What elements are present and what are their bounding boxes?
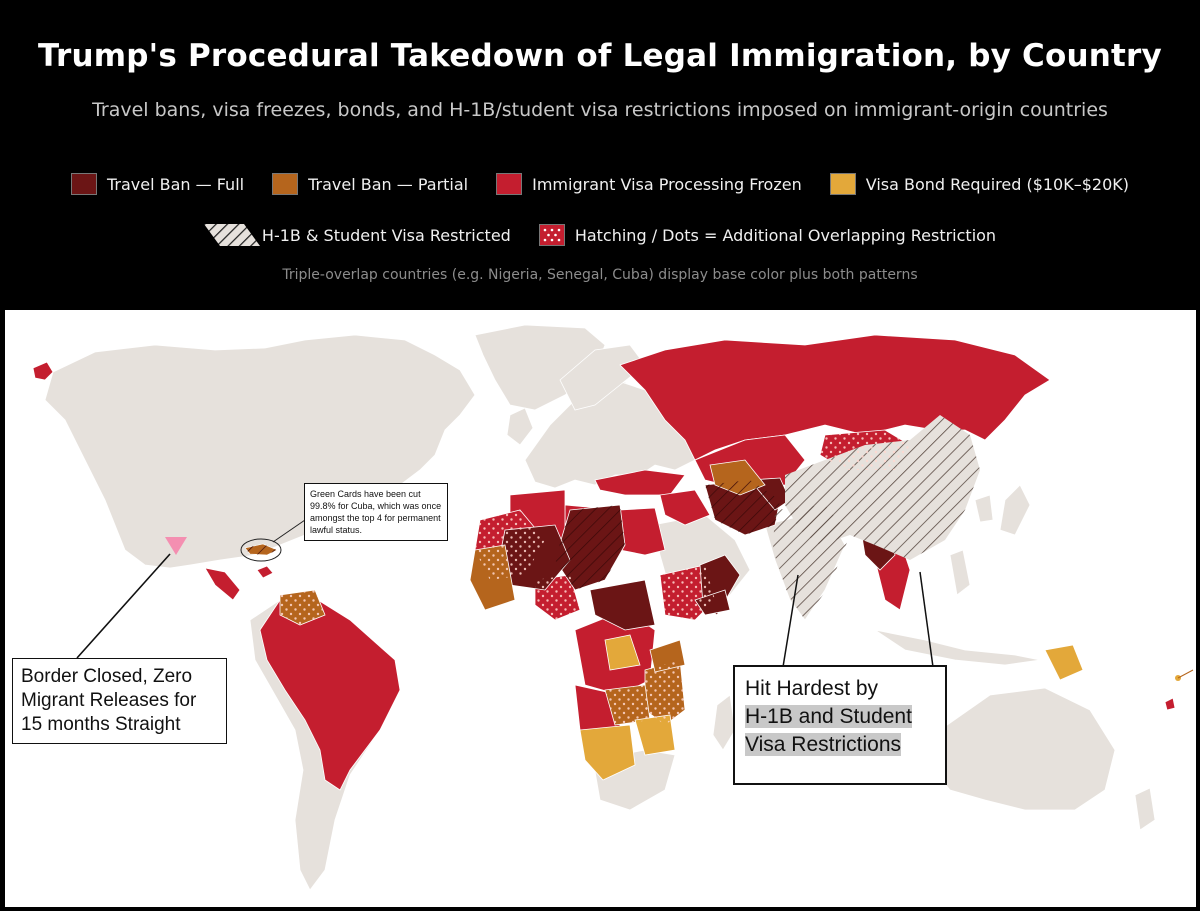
congo xyxy=(589,579,656,631)
h1b-leader-right xyxy=(919,571,934,668)
cuba xyxy=(240,519,306,562)
swatch-visa-frozen xyxy=(496,173,523,195)
legend-item-dots: Hatching / Dots = Additional Overlapping… xyxy=(538,224,997,246)
legend-label-dots: Hatching / Dots = Additional Overlapping… xyxy=(574,225,997,245)
land-bond xyxy=(579,634,1084,781)
header: Trump's Procedural Takedown of Legal Imm… xyxy=(0,0,1200,308)
overlay-dots xyxy=(280,430,910,725)
callout-h1b-line2: H-1B and Student xyxy=(745,705,912,728)
legend-item-h1b: H-1B & Student Visa Restricted xyxy=(203,224,511,246)
new-zealand xyxy=(1134,787,1156,831)
egypt xyxy=(619,507,666,556)
namibia-botswana xyxy=(579,724,636,781)
east-africa-bond xyxy=(604,634,641,671)
madagascar xyxy=(712,694,736,751)
page-subtitle: Travel bans, visa freezes, bonds, and H-… xyxy=(92,99,1108,121)
swatch-full-ban xyxy=(70,173,97,195)
swatch-partial-ban xyxy=(272,173,299,195)
indonesia xyxy=(874,629,1041,666)
border-marker-icon xyxy=(165,537,187,555)
callout-cuba: Green Cards have been cut 99.8% for Cuba… xyxy=(304,483,448,541)
world-map-svg xyxy=(32,324,1194,891)
legend-item-visa-bond: Visa Bond Required ($10K–$20K) xyxy=(829,173,1129,195)
callout-h1b: Hit Hardest by H-1B and Student Visa Res… xyxy=(733,665,947,785)
page-title: Trump's Procedural Takedown of Legal Imm… xyxy=(38,38,1162,74)
legend-item-visa-frozen: Immigrant Visa Processing Frozen xyxy=(496,173,802,195)
india-hatch xyxy=(773,505,850,620)
sri-lanka xyxy=(1164,697,1176,711)
japan xyxy=(999,484,1031,536)
uk xyxy=(506,407,534,446)
callout-border-line3: 15 months Straight xyxy=(21,714,181,735)
legend-label-visa-frozen: Immigrant Visa Processing Frozen xyxy=(532,174,802,194)
callout-border-line2: Migrant Releases for xyxy=(21,690,197,711)
swatch-visa-bond xyxy=(829,173,856,195)
callout-border: Border Closed, Zero Migrant Releases for… xyxy=(12,658,227,744)
australia xyxy=(929,687,1116,811)
overlay-hatch xyxy=(555,415,980,620)
legend-item-full-ban: Travel Ban — Full xyxy=(70,173,245,195)
world-map: Green Cards have been cut 99.8% for Cuba… xyxy=(5,310,1196,907)
swatch-dots xyxy=(538,224,565,246)
cuba-leader-line xyxy=(272,519,306,543)
legend-label-full-ban: Travel Ban — Full xyxy=(106,174,245,194)
legend-label-h1b: H-1B & Student Visa Restricted xyxy=(261,225,511,245)
legend-label-partial-ban: Travel Ban — Partial xyxy=(308,174,469,194)
central-america xyxy=(204,567,241,601)
papua-new-guinea xyxy=(1044,644,1084,681)
cuba-circle xyxy=(240,538,282,562)
alaska-tip xyxy=(32,361,54,381)
border-leader-line xyxy=(76,553,171,659)
legend-note: Triple-overlap countries (e.g. Nigeria, … xyxy=(282,267,918,283)
brazil xyxy=(259,594,401,791)
legend-row-2: H-1B & Student Visa Restricted Hatching … xyxy=(0,224,1200,246)
iran-hatch xyxy=(705,480,780,535)
iraq xyxy=(659,489,711,526)
swatch-h1b-hatch xyxy=(203,224,260,246)
legend-label-visa-bond: Visa Bond Required ($10K–$20K) xyxy=(865,174,1129,194)
caribbean xyxy=(256,565,274,579)
korea xyxy=(974,494,994,523)
legend-row-1: Travel Ban — Full Travel Ban — Partial I… xyxy=(0,173,1200,195)
philippines xyxy=(949,549,971,596)
legend-item-partial-ban: Travel Ban — Partial xyxy=(272,173,468,195)
sudan-hatch xyxy=(555,505,625,590)
callout-border-line1: Border Closed, Zero xyxy=(21,666,193,687)
callout-h1b-line3: Visa Restrictions xyxy=(745,733,902,756)
h1b-leader-left xyxy=(782,574,799,668)
callout-h1b-line1: Hit Hardest by xyxy=(745,677,879,700)
